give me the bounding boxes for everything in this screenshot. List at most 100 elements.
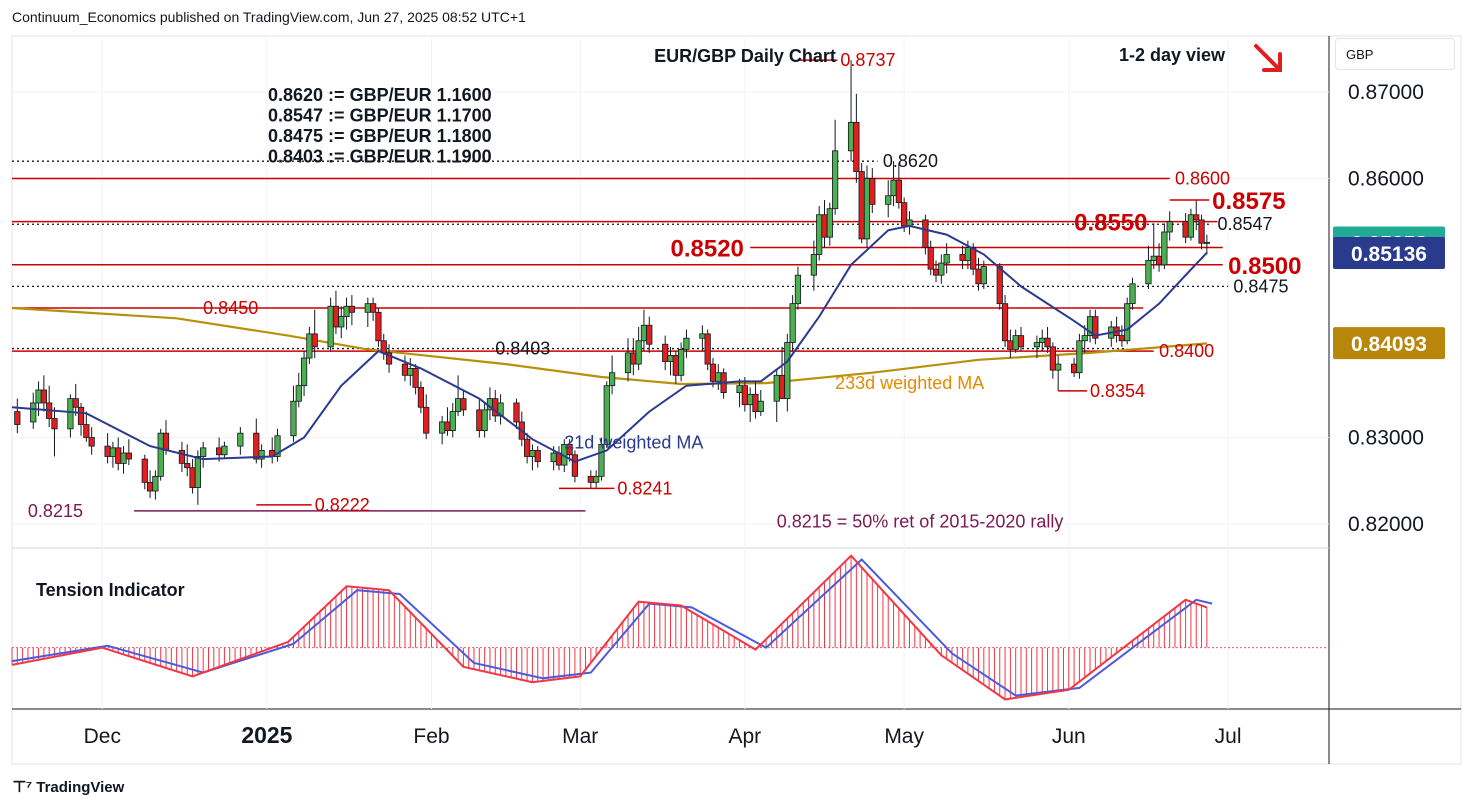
conversion-note: 0.8620 := GBP/EUR 1.1600 bbox=[268, 85, 492, 105]
point-label: 0.8737 bbox=[840, 50, 895, 70]
candle-body bbox=[704, 333, 711, 365]
candle-body bbox=[200, 447, 207, 457]
candle-body bbox=[40, 389, 47, 404]
candle-body bbox=[550, 452, 557, 463]
ti-red-line bbox=[11, 554, 1208, 701]
candle-body bbox=[1203, 241, 1210, 244]
candle-body bbox=[412, 368, 419, 388]
candle-body bbox=[1092, 316, 1099, 339]
candle-body bbox=[699, 333, 706, 339]
candle-body bbox=[14, 411, 21, 425]
candle-body bbox=[635, 340, 642, 365]
candle-body bbox=[221, 445, 228, 456]
level-label: 0.8403 bbox=[495, 339, 550, 359]
candle-body bbox=[1055, 363, 1062, 371]
candle-body bbox=[1187, 214, 1195, 238]
tradingview-logo-icon: ⊤⁷ bbox=[12, 779, 32, 796]
candle-body bbox=[890, 179, 897, 197]
candle-body bbox=[975, 268, 982, 285]
x-tick-label: Jul bbox=[1215, 725, 1242, 748]
candle-body bbox=[1129, 283, 1136, 305]
candle-body bbox=[83, 424, 90, 438]
price-badge bbox=[1333, 327, 1445, 360]
candle-body bbox=[104, 445, 111, 457]
candle-body bbox=[667, 355, 674, 362]
level-label: 0.8600 bbox=[1175, 168, 1230, 188]
candle-body bbox=[72, 398, 79, 408]
candle-body bbox=[810, 254, 817, 276]
candle-body bbox=[258, 450, 265, 460]
candle-body bbox=[598, 443, 605, 477]
tradingview-logo[interactable]: ⊤⁷ TradingView bbox=[12, 777, 124, 797]
chart-title: EUR/GBP Daily Chart bbox=[654, 46, 836, 66]
candle-body bbox=[152, 475, 159, 492]
ti-blue-line bbox=[11, 558, 1213, 697]
candle-body bbox=[832, 150, 839, 210]
candle-body bbox=[1039, 337, 1046, 343]
candle-body bbox=[662, 343, 669, 362]
candle-body bbox=[439, 421, 446, 434]
candle-body bbox=[290, 400, 297, 437]
candle-body bbox=[343, 305, 350, 318]
candle-body bbox=[460, 398, 467, 411]
candle-body bbox=[380, 340, 387, 354]
candle-body bbox=[901, 202, 908, 227]
candle-body bbox=[1076, 340, 1083, 374]
level-label: 0.8400 bbox=[1159, 341, 1214, 361]
candle-body bbox=[736, 385, 743, 393]
candle-body bbox=[927, 247, 934, 270]
conversion-note: 0.8403 := GBP/EUR 1.1900 bbox=[268, 147, 492, 167]
candle-body bbox=[1145, 260, 1152, 285]
candle-body bbox=[454, 398, 462, 412]
candle-body bbox=[964, 247, 971, 261]
candle-body bbox=[741, 385, 748, 406]
x-tick-label: Apr bbox=[729, 725, 762, 748]
point-label: 0.8354 bbox=[1090, 381, 1145, 401]
candle-body bbox=[709, 363, 717, 382]
candle-body bbox=[417, 387, 425, 408]
level-label: 0.8475 bbox=[1233, 276, 1288, 296]
candle-body bbox=[646, 324, 653, 345]
candle-body bbox=[678, 349, 685, 376]
candle-body bbox=[51, 418, 58, 430]
candle-body bbox=[125, 452, 132, 460]
candle-body bbox=[1161, 231, 1168, 266]
y-tick-label: 0.82000 bbox=[1348, 513, 1424, 536]
candle-body bbox=[747, 393, 754, 406]
x-tick-label: 2025 bbox=[241, 722, 292, 748]
candle-body bbox=[1033, 342, 1041, 348]
candle-body bbox=[980, 266, 987, 285]
candle-body bbox=[784, 342, 791, 400]
candle-body bbox=[959, 254, 966, 261]
candle-body bbox=[237, 432, 244, 447]
candle-body bbox=[566, 443, 573, 456]
y-tick-label: 0.86000 bbox=[1348, 167, 1424, 190]
x-tick-label: Jun bbox=[1052, 725, 1086, 748]
candle-body bbox=[715, 372, 722, 382]
level-label: 0.8520 bbox=[671, 236, 744, 263]
candle-body bbox=[996, 266, 1003, 305]
candle-body bbox=[311, 333, 318, 348]
candle-body bbox=[120, 452, 127, 464]
candle-body bbox=[30, 402, 37, 423]
candle-body bbox=[77, 406, 85, 425]
candle-body bbox=[970, 247, 977, 270]
level-label: 0.8500 bbox=[1228, 253, 1301, 280]
x-tick-label: Mar bbox=[562, 725, 598, 748]
candle-body bbox=[1155, 255, 1163, 266]
tradingview-logo-text: TradingView bbox=[36, 778, 125, 796]
ma-21-line bbox=[11, 224, 1208, 463]
candle-body bbox=[885, 195, 892, 205]
x-tick-label: Dec bbox=[84, 725, 121, 748]
candle-body bbox=[943, 254, 950, 264]
level-label: 0.8547 bbox=[1217, 214, 1272, 234]
candle-body bbox=[401, 363, 409, 376]
currency-selector[interactable]: GBP bbox=[1335, 38, 1455, 70]
x-tick-label: Feb bbox=[413, 725, 449, 748]
candle-body bbox=[194, 456, 201, 488]
price-badge-label: 0.84093 bbox=[1351, 333, 1427, 356]
candle-body bbox=[115, 447, 122, 464]
candle-body bbox=[385, 352, 393, 365]
ma-233-line bbox=[11, 306, 1207, 386]
